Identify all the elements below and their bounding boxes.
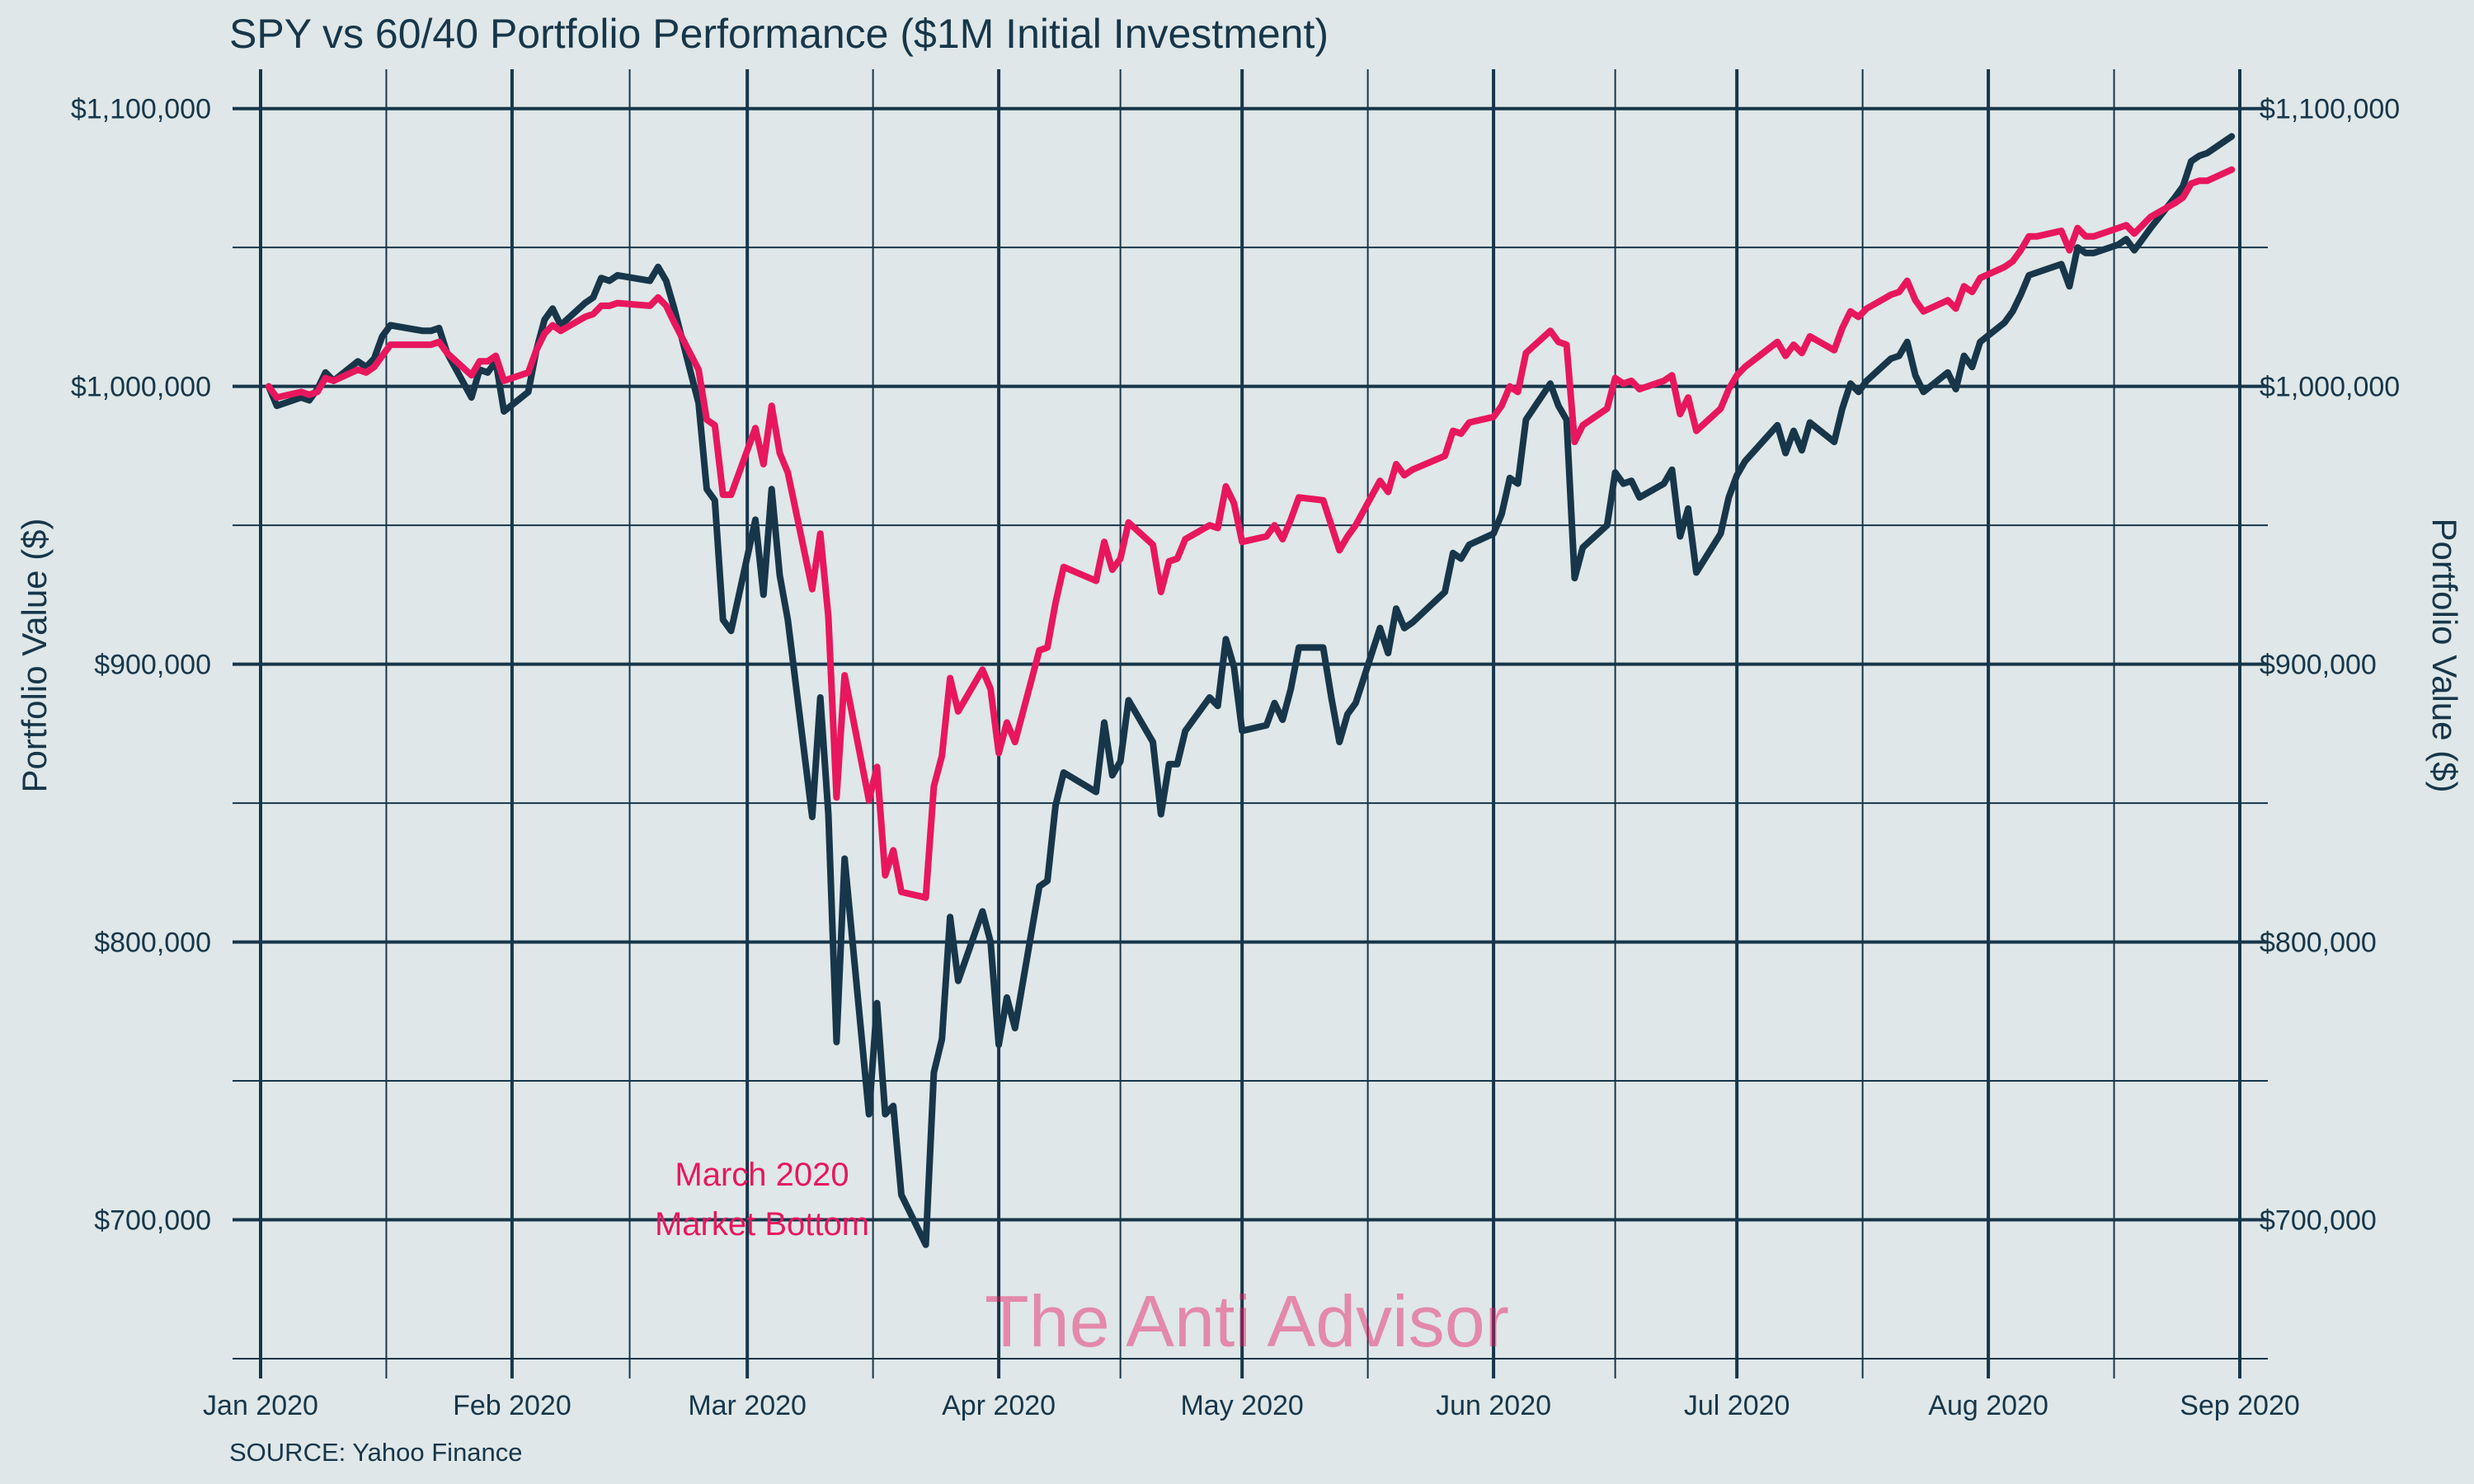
y-tick-label-right: $1,100,000: [2260, 94, 2400, 125]
y-axis-label-right: Portfolio Value ($): [2425, 518, 2464, 792]
grid: [259, 69, 2241, 1378]
x-tick-label: Jan 2020: [203, 1390, 318, 1421]
x-tick-label: Jun 2020: [1436, 1390, 1551, 1421]
x-tick-label: Aug 2020: [1928, 1390, 2048, 1421]
x-tick-label: Jul 2020: [1684, 1390, 1790, 1421]
y-tick-label-right: $800,000: [2260, 928, 2377, 959]
annotation-line-1: March 2020: [675, 1157, 849, 1193]
x-axis: Jan 2020 Feb 2020 Mar 2020 Apr 2020 May 2020…: [203, 1390, 2300, 1421]
y-axis-label-left: Portfolio Value ($): [15, 518, 54, 792]
y-tick-label-left: $900,000: [94, 650, 211, 681]
series-lines: [265, 133, 2236, 1248]
x-tick-label: Feb 2020: [453, 1390, 571, 1421]
chart-title: SPY vs 60/40 Portfolio Performance ($1M …: [229, 11, 1329, 57]
y-tick-label-left: $1,000,000: [71, 372, 211, 403]
y-tick-label-right: $700,000: [2260, 1205, 2377, 1237]
source-note: SOURCE: Yahoo Finance: [229, 1438, 523, 1467]
series-line-spy: [265, 133, 2236, 1248]
y-tick-label-right: $900,000: [2260, 650, 2377, 681]
x-tick-label: Sep 2020: [2180, 1390, 2300, 1421]
x-tick-label: Mar 2020: [688, 1390, 807, 1421]
annotation-line-2: Market Bottom: [655, 1206, 869, 1242]
x-tick-label: May 2020: [1180, 1390, 1303, 1421]
y-axis-right: $700,000 $800,000 $900,000 $1,000,000 $1,100…: [2240, 94, 2400, 1360]
y-tick-label-left: $800,000: [94, 928, 211, 959]
y-tick-label-right: $1,000,000: [2260, 372, 2400, 403]
y-axis-left: $700,000 $800,000 $900,000 $1,000,000 $1,100…: [71, 94, 261, 1360]
series-line-60-40: [265, 166, 2236, 901]
watermark: The Anti Advisor: [985, 1280, 1509, 1362]
y-tick-label-left: $700,000: [94, 1205, 211, 1237]
x-tick-label: Apr 2020: [942, 1390, 1056, 1421]
y-tick-label-left: $1,100,000: [71, 94, 211, 125]
